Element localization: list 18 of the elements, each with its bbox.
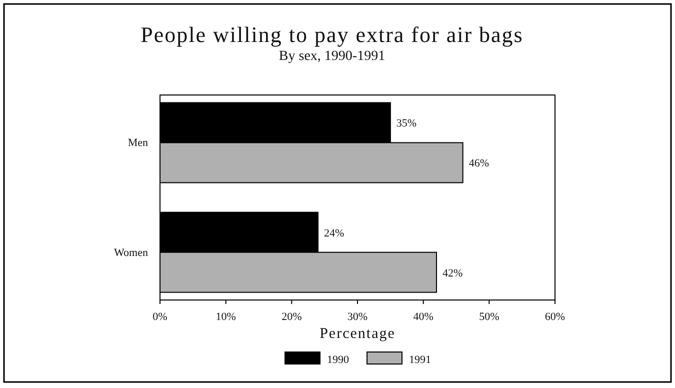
data-label: 46% bbox=[468, 158, 490, 170]
x-axis-title: Percentage bbox=[320, 326, 396, 342]
data-label: 24% bbox=[324, 227, 344, 240]
x-tick-label: 20% bbox=[282, 311, 302, 324]
x-tick-label: 0% bbox=[152, 311, 168, 324]
x-tick-label: 30% bbox=[347, 311, 368, 324]
legend-label: 1991 bbox=[409, 354, 431, 366]
y-tick-label: Women bbox=[114, 246, 148, 259]
x-tick-label: 10% bbox=[216, 311, 236, 324]
x-tick-label: 60% bbox=[544, 311, 566, 324]
legend-label: 1990 bbox=[327, 354, 350, 366]
y-tick-label: Men bbox=[128, 137, 148, 150]
data-label: 35% bbox=[396, 118, 417, 130]
x-tick-label: 50% bbox=[479, 311, 500, 324]
chart-subtitle: By sex, 1990-1991 bbox=[278, 49, 386, 64]
chart-title: People willing to pay extra for air bags bbox=[140, 22, 524, 47]
x-tick-label: 40% bbox=[413, 311, 434, 324]
data-label: 42% bbox=[442, 267, 463, 280]
